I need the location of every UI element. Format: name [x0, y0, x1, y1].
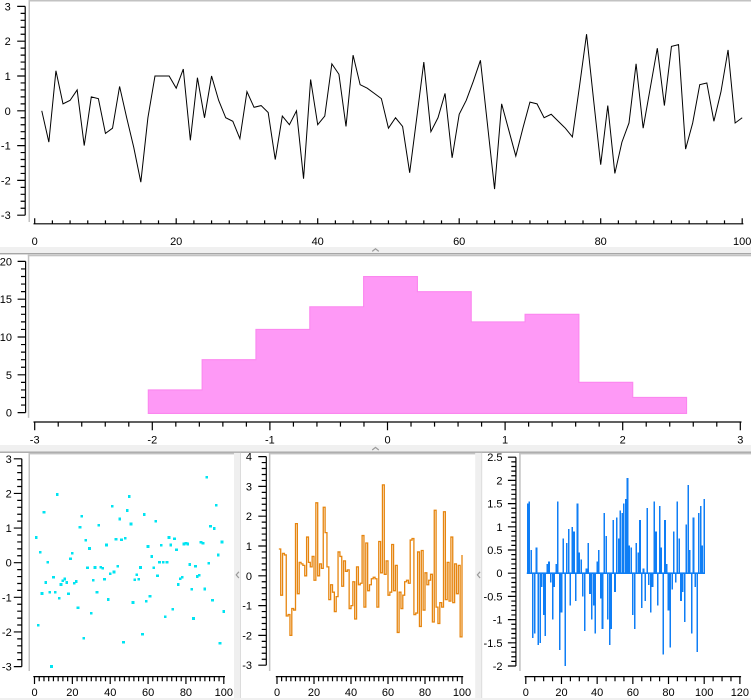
svg-text:10: 10	[0, 332, 12, 344]
svg-text:0: 0	[274, 687, 280, 699]
svg-text:-1: -1	[265, 435, 275, 447]
svg-text:60: 60	[453, 236, 465, 248]
svg-text:0: 0	[6, 558, 12, 570]
svg-text:20: 20	[308, 687, 320, 699]
svg-text:20: 20	[66, 687, 78, 699]
svg-text:3: 3	[246, 481, 252, 493]
svg-text:2: 2	[6, 488, 12, 500]
svg-text:80: 80	[595, 236, 607, 248]
svg-text:4: 4	[246, 452, 252, 464]
svg-text:0: 0	[6, 408, 12, 420]
svg-text:-1: -1	[1, 141, 11, 153]
svg-text:15: 15	[0, 294, 12, 306]
svg-text:20: 20	[555, 687, 567, 699]
svg-text:60: 60	[382, 687, 394, 699]
svg-text:100: 100	[733, 236, 751, 248]
svg-text:-3: -3	[2, 662, 12, 674]
svg-text:40: 40	[345, 687, 357, 699]
svg-text:20: 20	[170, 236, 182, 248]
svg-text:0: 0	[523, 687, 529, 699]
svg-text:0: 0	[31, 687, 37, 699]
svg-text:-1.5: -1.5	[484, 638, 503, 650]
svg-text:2.5: 2.5	[487, 452, 502, 464]
svg-text:-3: -3	[242, 660, 252, 672]
svg-text:0: 0	[32, 236, 38, 248]
svg-text:0: 0	[5, 106, 11, 118]
svg-text:100: 100	[215, 687, 233, 699]
svg-text:40: 40	[104, 687, 116, 699]
svg-text:0: 0	[496, 568, 502, 580]
svg-text:3: 3	[6, 454, 12, 466]
svg-text:1: 1	[246, 541, 252, 553]
svg-text:-0.5: -0.5	[484, 591, 503, 603]
svg-text:100: 100	[453, 687, 471, 699]
svg-text:60: 60	[627, 687, 639, 699]
svg-text:100: 100	[695, 687, 713, 699]
svg-text:1: 1	[502, 435, 508, 447]
svg-text:1: 1	[496, 522, 502, 534]
svg-text:-1: -1	[242, 601, 252, 613]
svg-text:-2: -2	[147, 435, 157, 447]
svg-text:1: 1	[5, 71, 11, 83]
svg-text:-1: -1	[493, 615, 503, 627]
svg-text:-3: -3	[30, 435, 40, 447]
svg-text:20: 20	[0, 256, 12, 268]
svg-text:3: 3	[737, 435, 743, 447]
svg-text:0: 0	[246, 571, 252, 583]
svg-text:80: 80	[662, 687, 674, 699]
svg-text:-2: -2	[242, 630, 252, 642]
svg-text:5: 5	[6, 370, 12, 382]
svg-text:2: 2	[496, 475, 502, 487]
svg-text:1: 1	[6, 523, 12, 535]
svg-text:-2: -2	[1, 175, 11, 187]
svg-text:-2: -2	[493, 661, 503, 673]
svg-text:120: 120	[731, 687, 749, 699]
svg-text:0: 0	[384, 435, 390, 447]
svg-text:40: 40	[591, 687, 603, 699]
svg-text:80: 80	[419, 687, 431, 699]
svg-text:80: 80	[180, 687, 192, 699]
svg-text:-2: -2	[2, 627, 12, 639]
svg-text:60: 60	[142, 687, 154, 699]
svg-text:3: 3	[5, 1, 11, 13]
svg-text:-3: -3	[1, 210, 11, 222]
svg-text:2: 2	[620, 435, 626, 447]
svg-text:-1: -1	[2, 592, 12, 604]
svg-text:2: 2	[246, 511, 252, 523]
svg-text:1.5: 1.5	[487, 499, 502, 511]
svg-text:2: 2	[5, 36, 11, 48]
svg-text:40: 40	[312, 236, 324, 248]
svg-text:0.5: 0.5	[487, 545, 502, 557]
